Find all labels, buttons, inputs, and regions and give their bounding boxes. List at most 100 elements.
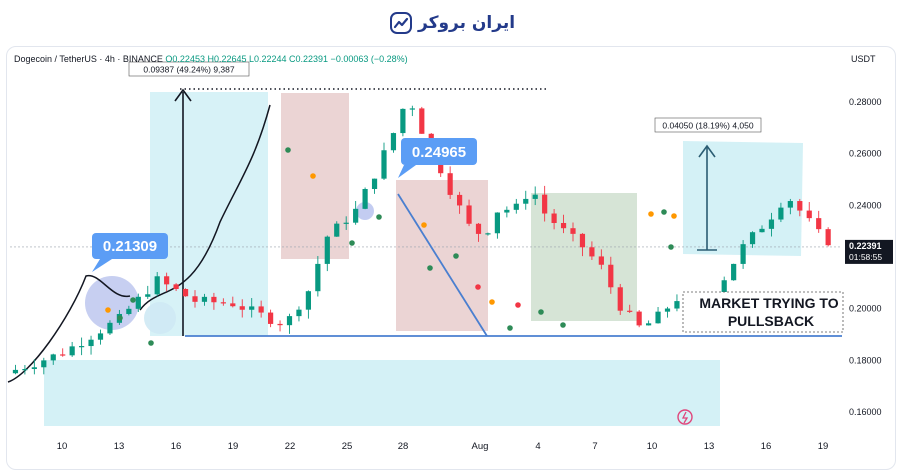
- countdown-text: 01:58:55: [849, 252, 882, 262]
- signal-dot: [661, 209, 667, 215]
- note-box: [682, 291, 844, 333]
- candle-body: [759, 228, 765, 233]
- y-tick-label: 0.16000: [849, 407, 882, 417]
- signal-dot: [105, 307, 111, 313]
- candle-body: [258, 306, 264, 313]
- signal-dot: [668, 244, 674, 250]
- price-label-mid: [401, 138, 477, 165]
- measure-arrowhead-right: [698, 144, 716, 158]
- current-price-text: 0.22391: [849, 241, 882, 251]
- candle-body: [740, 244, 746, 264]
- candle-body: [381, 150, 387, 179]
- signal-dot: [489, 299, 495, 305]
- measure-box-right: [654, 117, 762, 133]
- tradingview-logo-icon: [677, 409, 693, 425]
- signal-dot: [648, 211, 654, 217]
- candle-body: [249, 306, 255, 310]
- candle-body: [390, 133, 397, 151]
- signal-dot: [671, 213, 677, 219]
- price-label-mid-text: 0.24965: [412, 144, 466, 161]
- candle-body: [12, 369, 19, 374]
- signal-dot: [117, 315, 123, 321]
- candle-body: [579, 233, 586, 248]
- x-tick-label: 7: [592, 441, 597, 452]
- candle-body: [768, 219, 775, 229]
- candle-body: [173, 284, 179, 290]
- candle-body: [551, 213, 557, 223]
- candle-body: [749, 232, 756, 245]
- candle-body: [608, 264, 614, 288]
- signal-dot: [130, 297, 136, 303]
- candle-body: [825, 229, 831, 246]
- candle-body: [50, 354, 56, 361]
- candle-body: [646, 323, 652, 326]
- candle-body: [268, 312, 274, 324]
- candle-body: [485, 233, 491, 235]
- candle-body: [532, 194, 538, 199]
- falling-trendline: [397, 193, 488, 337]
- signal-dot: [310, 173, 316, 179]
- x-tick-label: 16: [171, 441, 182, 452]
- candle-body: [69, 346, 75, 356]
- candle-body: [447, 173, 453, 195]
- x-tick-label: 10: [647, 441, 658, 452]
- candle-body: [617, 287, 623, 311]
- ohlc-values: O0.22453 H0.22645 L0.22244 C0.22391 −0.0…: [165, 54, 408, 64]
- candle-body: [107, 322, 113, 334]
- candle-body: [806, 210, 812, 219]
- candle-body: [731, 263, 737, 281]
- x-tick-label: 13: [114, 441, 125, 452]
- price-label-mid-pointer: [398, 165, 416, 178]
- signal-dot: [453, 253, 459, 259]
- signal-dot: [515, 302, 521, 308]
- x-tick-label: 16: [761, 441, 772, 452]
- candle-body: [154, 276, 160, 295]
- candle-body: [201, 296, 208, 302]
- candle-body: [542, 194, 548, 214]
- candle-body: [598, 256, 604, 265]
- candle-body: [513, 203, 519, 210]
- signal-dot: [560, 322, 566, 328]
- signal-dot: [427, 265, 433, 271]
- candle-body: [192, 296, 198, 302]
- measure-box-left: [128, 61, 250, 77]
- candle-body: [60, 354, 66, 356]
- left-arc-curve: [7, 275, 131, 383]
- candle-body: [88, 339, 94, 347]
- candle-body: [79, 346, 85, 348]
- x-tick-label: 10: [57, 441, 68, 452]
- candle-body: [334, 223, 340, 237]
- candle-body: [305, 291, 311, 310]
- x-tick-label: 28: [398, 441, 409, 452]
- candle-body: [787, 201, 793, 208]
- x-tick-label: 19: [228, 441, 239, 452]
- bottom-highlight-small: [144, 302, 176, 334]
- candle-body: [239, 306, 245, 310]
- brand-name: ایران بروکر: [418, 13, 516, 33]
- tradingview-bolt-icon: [681, 411, 689, 424]
- candle-body: [286, 316, 293, 326]
- candle-body: [494, 212, 500, 234]
- candle-body: [22, 369, 28, 371]
- candle-body: [797, 201, 803, 211]
- candle-body: [419, 108, 425, 134]
- candle-body: [315, 263, 321, 292]
- candle-body: [570, 228, 576, 234]
- candle-body: [220, 302, 226, 304]
- candle-body: [296, 309, 302, 317]
- signal-dot: [538, 309, 544, 315]
- candle-body: [523, 198, 529, 204]
- candle-body: [145, 294, 151, 297]
- measure-text-right: 0.04050 (18.19%) 4,050: [662, 121, 753, 131]
- symbol-legend: Dogecoin / TetherUS · 4h · BINANCE O0.22…: [14, 54, 408, 64]
- candle-body: [475, 223, 482, 234]
- candle-body: [664, 308, 671, 312]
- x-tick-label: Aug: [472, 441, 489, 452]
- y-tick-label: 0.28000: [849, 97, 882, 107]
- price-label-low-text: 0.21309: [103, 238, 157, 255]
- y-tick-label: 0.18000: [849, 355, 882, 365]
- candle-body: [627, 310, 633, 312]
- candle-body: [182, 289, 189, 297]
- x-tick-label: 13: [704, 441, 715, 452]
